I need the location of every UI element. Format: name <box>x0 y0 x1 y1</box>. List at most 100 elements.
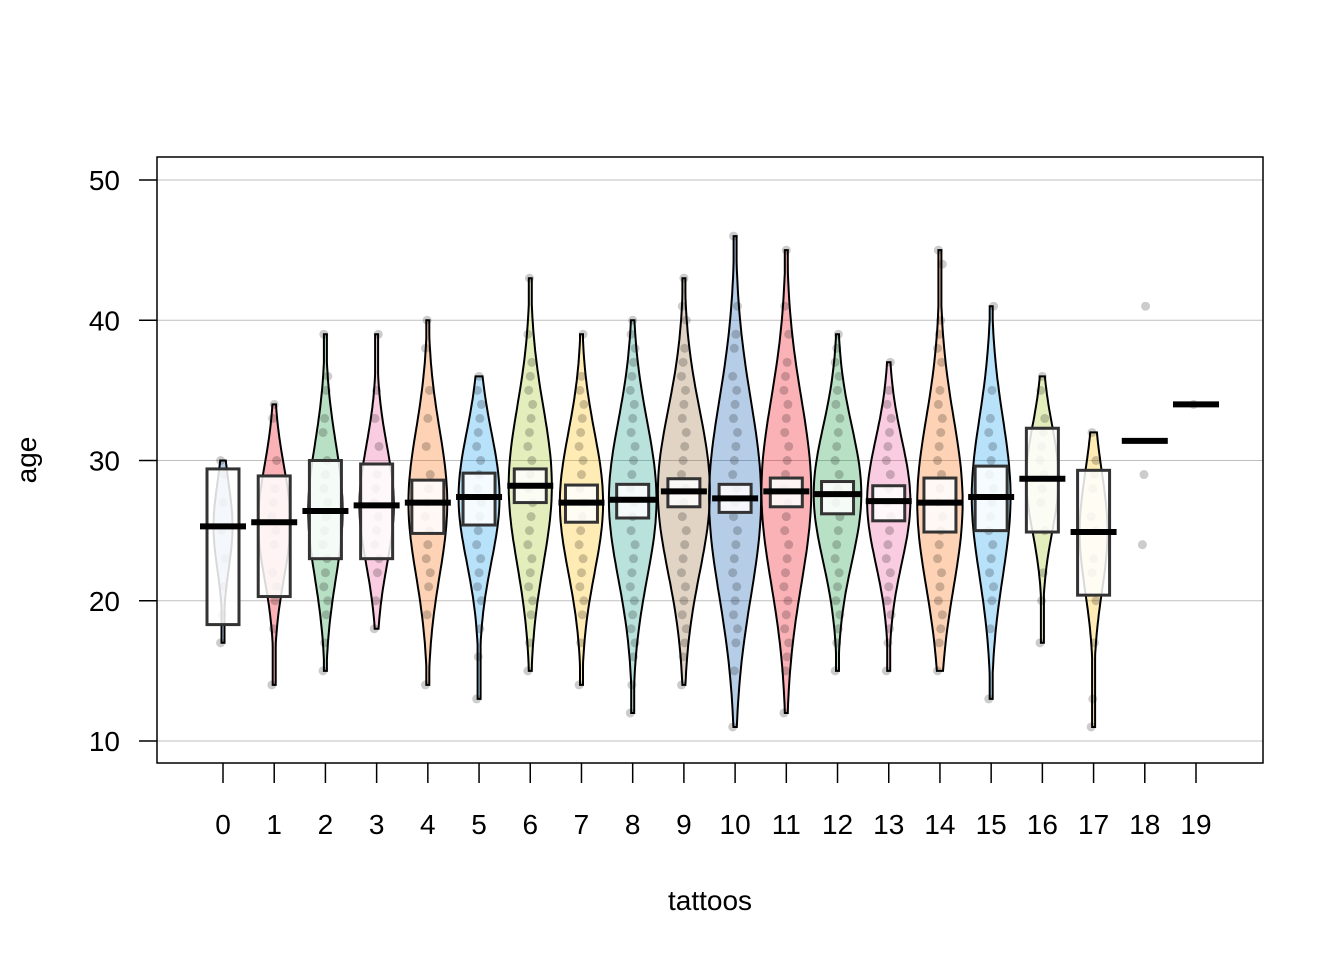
data-point <box>577 413 587 423</box>
data-point <box>628 456 638 465</box>
data-point <box>681 624 691 634</box>
data-point <box>933 666 943 676</box>
x-tick-label: 6 <box>522 809 538 840</box>
data-point <box>475 624 485 634</box>
x-tick-label: 14 <box>924 809 955 840</box>
data-point <box>321 610 331 620</box>
data-point <box>527 456 537 465</box>
data-point <box>934 441 944 451</box>
data-point <box>834 470 844 480</box>
data-point <box>524 638 534 648</box>
data-point <box>730 596 740 606</box>
data-point <box>526 413 536 423</box>
data-point <box>882 399 892 409</box>
data-point <box>885 357 895 367</box>
data-point <box>1091 456 1101 465</box>
data-point <box>886 610 896 620</box>
data-point <box>1036 385 1046 395</box>
y-tick-label: 50 <box>89 165 120 196</box>
data-point <box>576 371 586 381</box>
data-point <box>782 554 792 564</box>
data-point <box>371 596 381 606</box>
data-point <box>574 680 584 690</box>
data-point <box>473 427 483 437</box>
data-point <box>473 652 483 662</box>
data-point <box>784 638 794 648</box>
data-point <box>678 652 688 662</box>
data-point <box>678 357 688 367</box>
data-point <box>474 568 484 578</box>
data-point <box>830 357 840 367</box>
data-point <box>576 638 586 648</box>
data-point <box>1037 596 1047 606</box>
data-point <box>575 385 585 395</box>
data-point <box>421 554 431 564</box>
data-point <box>627 371 637 381</box>
data-point <box>525 371 535 381</box>
data-point <box>676 680 686 690</box>
data-point <box>987 385 997 395</box>
data-point <box>885 526 895 536</box>
data-point <box>472 694 482 704</box>
data-point <box>784 441 794 451</box>
data-point <box>986 554 996 564</box>
data-point <box>423 413 433 423</box>
data-point <box>832 638 842 648</box>
data-point <box>677 413 687 423</box>
data-point <box>681 315 691 325</box>
data-point <box>729 231 739 241</box>
data-point <box>834 371 844 381</box>
data-point <box>728 722 738 732</box>
data-point <box>881 554 891 564</box>
x-tick-label: 2 <box>318 809 334 840</box>
data-point <box>678 456 688 465</box>
data-point <box>984 427 994 437</box>
data-point <box>732 582 742 592</box>
data-point <box>833 624 843 634</box>
data-point <box>527 554 537 564</box>
data-point <box>630 540 640 550</box>
data-point <box>886 413 896 423</box>
data-point <box>630 441 640 451</box>
data-point <box>579 596 589 606</box>
data-point <box>936 427 946 437</box>
data-point <box>733 301 743 311</box>
data-point <box>370 413 380 423</box>
data-point <box>680 385 690 395</box>
violin-5 <box>457 375 501 700</box>
data-point <box>937 357 947 367</box>
data-point <box>730 399 740 409</box>
data-point <box>779 385 789 395</box>
data-point <box>677 512 687 522</box>
x-tick-label: 10 <box>720 809 751 840</box>
data-point <box>372 385 382 395</box>
data-point <box>937 568 947 578</box>
data-point <box>882 596 892 606</box>
data-point <box>318 666 328 676</box>
data-point <box>783 596 793 606</box>
data-point <box>374 441 384 451</box>
data-point <box>526 610 536 620</box>
data-point <box>320 568 330 578</box>
data-point <box>781 610 791 620</box>
data-point <box>781 512 791 522</box>
data-point <box>1091 596 1101 606</box>
data-point <box>270 596 280 606</box>
data-point <box>933 456 943 465</box>
data-point <box>934 329 944 339</box>
data-point <box>372 568 382 578</box>
data-point <box>373 329 383 339</box>
data-point <box>523 540 533 550</box>
data-point <box>728 371 738 381</box>
data-point <box>577 610 587 620</box>
data-point <box>524 273 534 283</box>
data-point <box>783 399 793 409</box>
data-point <box>988 540 998 550</box>
data-point <box>1086 722 1096 732</box>
data-point <box>729 512 739 522</box>
data-point <box>267 680 277 690</box>
x-tick-label: 0 <box>215 809 231 840</box>
x-tick-label: 3 <box>369 809 385 840</box>
data-point <box>422 610 432 620</box>
data-point <box>630 638 640 648</box>
